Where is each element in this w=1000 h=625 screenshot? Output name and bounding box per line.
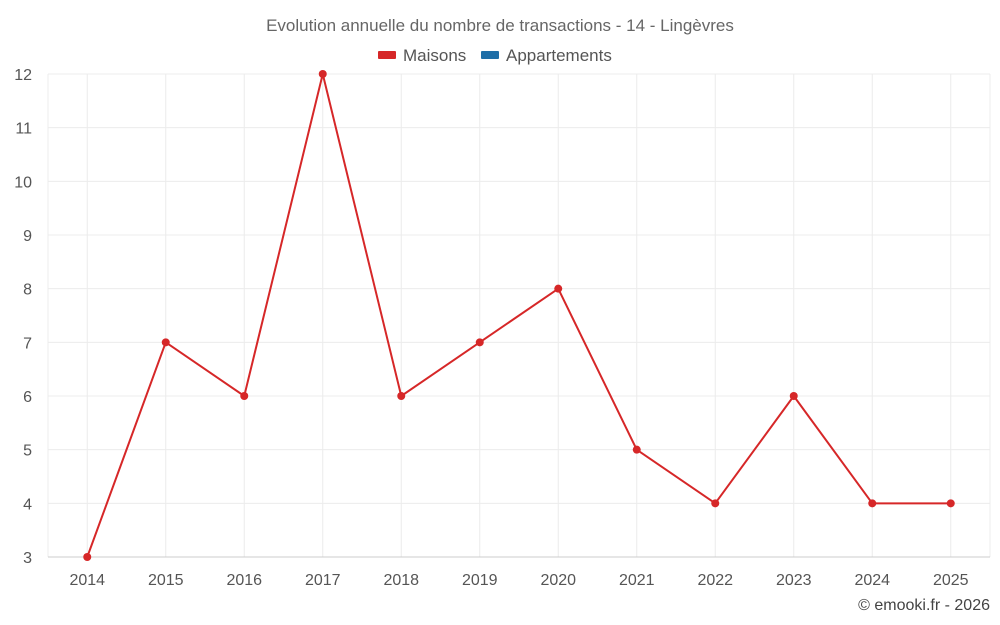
y-tick-label: 12	[14, 67, 32, 84]
x-tick-label: 2017	[305, 572, 341, 589]
grid	[47, 73, 991, 558]
x-tick-label: 2025	[933, 572, 969, 589]
y-tick-label: 3	[23, 550, 32, 567]
data-point-maisons-2017[interactable]	[318, 70, 327, 78]
legend-label-appartements: Appartements	[506, 46, 612, 65]
y-tick-label: 9	[23, 228, 32, 245]
data-point-maisons-2025[interactable]	[946, 499, 955, 508]
y-tick-label: 11	[15, 121, 32, 138]
data-point-maisons-2014[interactable]	[83, 553, 92, 561]
legend-item-appartements[interactable]: Appartements	[481, 46, 612, 65]
x-tick-label: 2016	[226, 572, 262, 589]
data-point-maisons-2024[interactable]	[868, 499, 877, 508]
x-tick-label: 2014	[69, 572, 105, 589]
x-axis-ticks: 2014 2015 2016 2017 2018 2019 2020 2021 2022 2023…	[69, 572, 968, 589]
legend-item-maisons[interactable]: Maisons	[378, 46, 466, 65]
y-tick-label: 8	[23, 282, 32, 299]
y-tick-label: 5	[23, 443, 32, 460]
data-point-maisons-2015[interactable]	[161, 338, 170, 347]
x-tick-label: 2018	[383, 572, 419, 589]
data-point-maisons-2021[interactable]	[632, 445, 641, 454]
x-tick-label: 2021	[619, 572, 655, 589]
legend: Maisons Appartements	[378, 46, 612, 65]
data-point-maisons-2016[interactable]	[240, 392, 249, 400]
y-tick-label: 6	[23, 389, 32, 406]
legend-swatch-appartements	[481, 51, 499, 59]
series	[83, 70, 955, 561]
x-tick-label: 2022	[697, 572, 733, 589]
data-point-maisons-2019[interactable]	[475, 338, 484, 347]
x-tick-label: 2024	[854, 572, 890, 589]
y-tick-label: 7	[23, 335, 32, 352]
data-point-maisons-2020[interactable]	[554, 284, 563, 293]
series-line-maisons	[86, 73, 951, 558]
data-point-maisons-2022[interactable]	[711, 499, 720, 508]
x-tick-label: 2023	[776, 572, 812, 589]
credit: © emooki.fr - 2026	[858, 597, 990, 614]
data-point-maisons-2023[interactable]	[789, 392, 798, 400]
chart-title: Evolution annuelle du nombre de transact…	[266, 16, 734, 35]
y-tick-label: 4	[23, 496, 32, 513]
x-tick-label: 2015	[148, 572, 184, 589]
data-point-maisons-2018[interactable]	[397, 392, 406, 400]
y-axis-ticks: 3 4 5 6 7 8 9 10 11 12	[14, 67, 32, 567]
legend-swatch-maisons	[378, 51, 396, 59]
legend-label-maisons: Maisons	[403, 46, 466, 65]
x-tick-label: 2020	[540, 572, 576, 589]
y-tick-label: 10	[14, 174, 32, 191]
x-tick-label: 2019	[462, 572, 498, 589]
